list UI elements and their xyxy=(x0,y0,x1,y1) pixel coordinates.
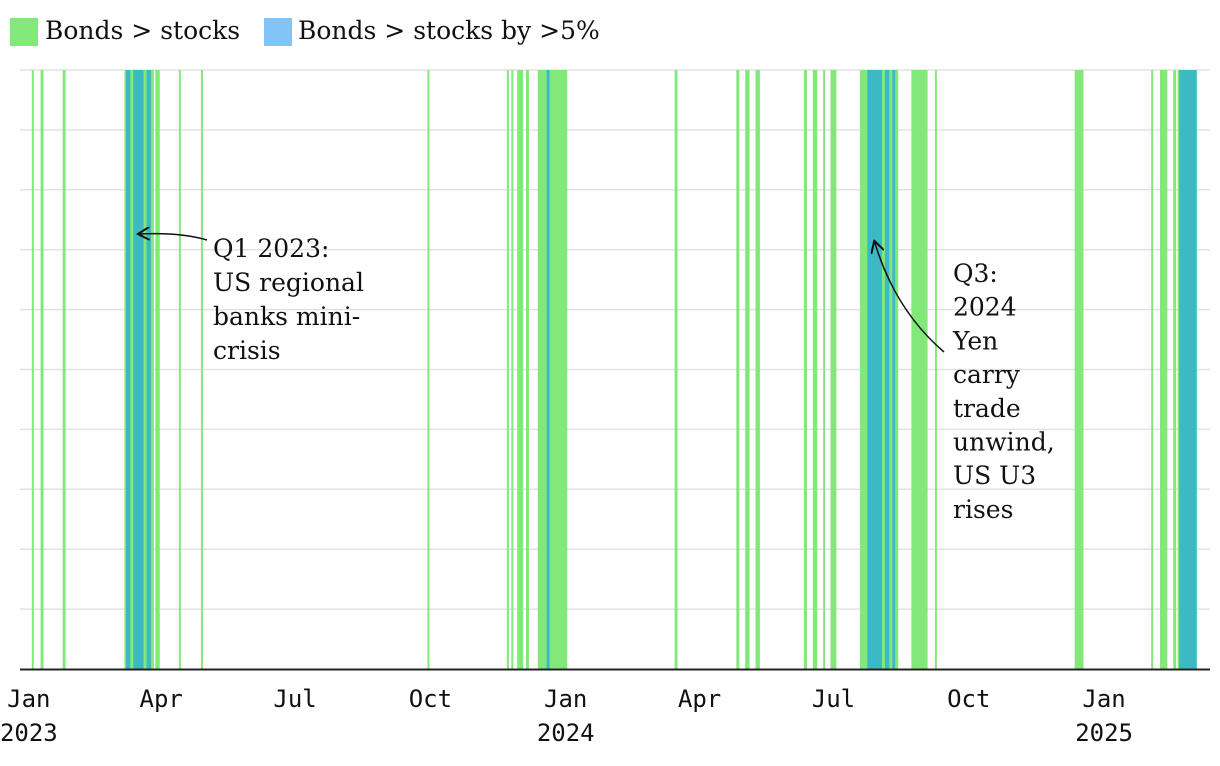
legend-swatch-bonds-gt-stocks xyxy=(10,18,38,46)
bar-bonds-gt-stocks xyxy=(526,70,529,669)
x-tick-label: Jul xyxy=(812,685,855,713)
x-tick-label: Oct xyxy=(409,685,452,713)
bar-bonds-gt-stocks-5pct xyxy=(867,70,882,669)
x-tick-label: Apr xyxy=(678,685,721,713)
bar-bonds-gt-stocks xyxy=(1173,70,1177,669)
annotation-line: unwind, xyxy=(953,428,1055,457)
annotations: Q1 2023: US regional banks mini-crisis Q3: 2… xyxy=(139,234,1055,524)
legend: Bonds > stocks Bonds > stocks by >5% xyxy=(10,16,600,46)
x-tick-label: Jan xyxy=(544,685,587,713)
bar-bonds-gt-stocks xyxy=(200,70,203,669)
bar-bonds-gt-stocks xyxy=(506,70,509,669)
x-axis-ticks: Jan 2023 Apr Jul Oct Jan 2024 Apr Jul Oct Jan 2025 xyxy=(0,685,1133,747)
bar-bonds-gt-stocks xyxy=(804,70,807,669)
bar-bonds-gt-stocks-5pct xyxy=(892,70,896,669)
annotation-arrow xyxy=(139,234,208,240)
bar-bonds-gt-stocks-5pct xyxy=(1179,70,1197,669)
x-tick-year: 2024 xyxy=(537,719,595,747)
bar-bonds-gt-stocks xyxy=(736,70,740,669)
annotation-line: trade xyxy=(953,394,1021,423)
legend-label-bonds-gt-stocks-5pct: Bonds > stocks by >5% xyxy=(298,16,600,45)
bar-bonds-gt-stocks xyxy=(31,70,34,669)
x-tick-label: Jan xyxy=(7,685,50,713)
bar-bonds-gt-stocks xyxy=(1151,70,1154,669)
x-tick-label: Jan xyxy=(1082,685,1125,713)
annotation-line: rises xyxy=(953,495,1013,524)
annotation-line: US regional xyxy=(213,268,364,297)
bar-bonds-gt-stocks xyxy=(537,70,568,669)
annotation-line: 2024 xyxy=(953,293,1017,322)
legend-swatch-bonds-gt-stocks-5pct xyxy=(264,18,292,46)
bar-bonds-gt-stocks-5pct xyxy=(125,70,131,669)
annotation: Q1 2023: US regional banks mini-crisis xyxy=(139,234,364,365)
annotation-arrow xyxy=(875,242,945,353)
bar-bonds-gt-stocks xyxy=(1074,70,1084,669)
bar-bonds-gt-stocks xyxy=(934,70,937,669)
bar-bonds-gt-stocks xyxy=(674,70,678,669)
bar-bonds-gt-stocks xyxy=(62,70,66,669)
annotation-line: crisis xyxy=(213,336,281,365)
x-tick-label: Jul xyxy=(273,685,316,713)
x-tick-year: 2025 xyxy=(1075,719,1133,747)
x-tick-year: 2023 xyxy=(0,719,58,747)
bar-bonds-gt-stocks xyxy=(517,70,524,669)
annotation-line: Yen xyxy=(952,326,998,355)
x-tick-label: Apr xyxy=(140,685,183,713)
bar-bonds-gt-stocks xyxy=(155,70,160,669)
bar-bonds-gt-stocks xyxy=(755,70,760,669)
annotation-line: carry xyxy=(953,360,1021,389)
annotation-line: US U3 xyxy=(953,461,1036,490)
bars-bonds-gt-stocks-5pct xyxy=(125,70,1197,669)
annotation-line: banks mini- xyxy=(213,302,360,331)
bar-bonds-gt-stocks xyxy=(40,70,44,669)
bar-bonds-gt-stocks xyxy=(1159,70,1168,669)
bar-bonds-gt-stocks xyxy=(911,70,928,669)
bar-bonds-gt-stocks xyxy=(511,70,514,669)
annotation-line: Q3: xyxy=(953,259,998,288)
bar-bonds-gt-stocks xyxy=(745,70,750,669)
bar-bonds-gt-stocks-5pct xyxy=(133,70,144,669)
bar-bonds-gt-stocks xyxy=(812,70,818,669)
gridlines xyxy=(20,69,1210,610)
bar-bonds-gt-stocks-5pct xyxy=(546,70,550,669)
annotation: Q3: 2024 Yen carry trade unwind, US U3 rises xyxy=(875,242,1055,524)
bar-bonds-gt-stocks xyxy=(178,70,181,669)
bar-bonds-gt-stocks xyxy=(427,70,430,669)
bar-bonds-gt-stocks-5pct xyxy=(146,70,151,669)
annotation-line: Q1 2023: xyxy=(213,234,329,263)
bar-bonds-gt-stocks xyxy=(823,70,826,669)
legend-label-bonds-gt-stocks: Bonds > stocks xyxy=(45,16,240,45)
bar-bonds-gt-stocks-5pct xyxy=(884,70,890,669)
x-tick-label: Oct xyxy=(947,685,990,713)
bar-bonds-gt-stocks xyxy=(830,70,837,669)
